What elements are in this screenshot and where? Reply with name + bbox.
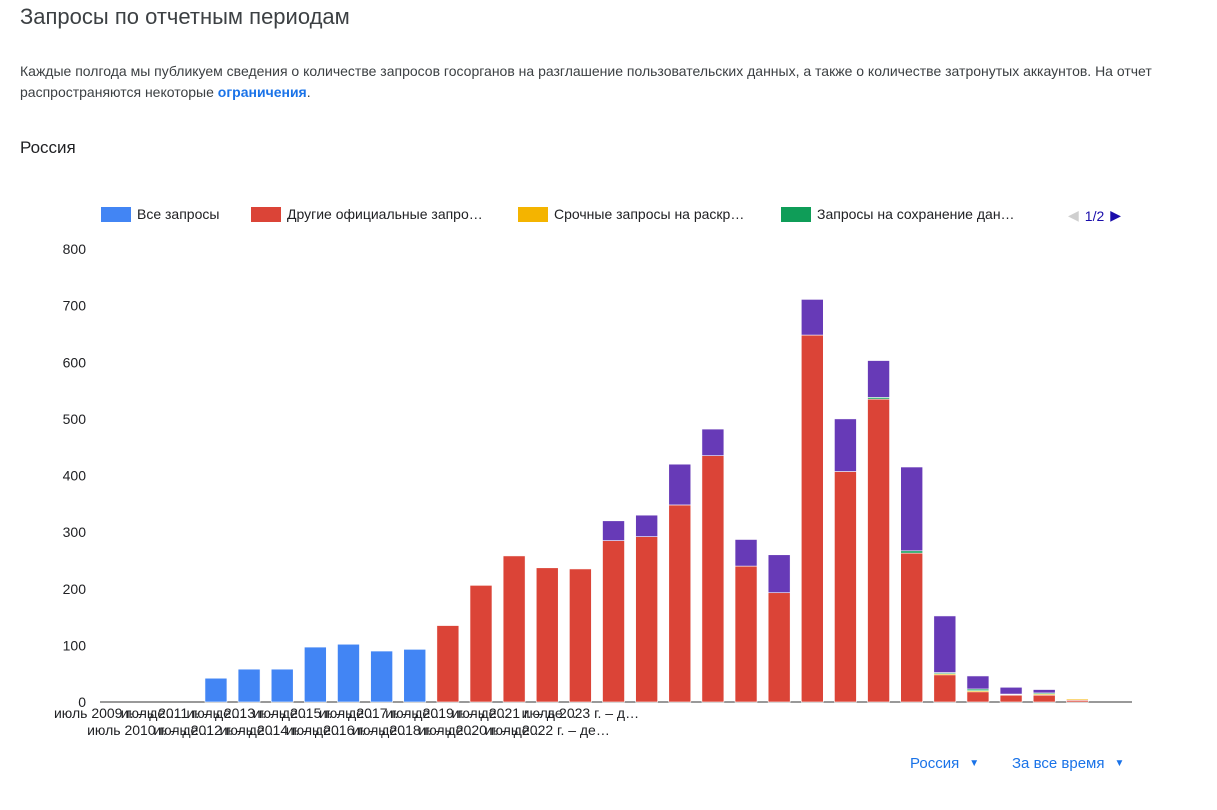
bar-segment[interactable] — [602, 520, 625, 541]
legend-swatch-all — [101, 206, 131, 222]
x-tick-label: июль 2014 г. – де… — [220, 722, 345, 738]
y-tick-label: 800 — [63, 241, 87, 257]
bar-segment[interactable] — [767, 554, 791, 594]
bar-segment[interactable] — [734, 539, 758, 567]
bar-segment[interactable] — [867, 360, 890, 398]
bar-segment[interactable] — [734, 565, 758, 703]
bar-segment[interactable] — [933, 674, 957, 703]
bar-segment[interactable] — [834, 418, 857, 472]
x-tick-label: июль 2013 г. – де… — [186, 705, 311, 721]
bar-segment[interactable] — [304, 646, 327, 703]
region-dropdown-label: Россия — [910, 755, 960, 772]
x-axis-labels: июль 2009 г. – де…июль 2011 г. – де…июль… — [54, 705, 639, 738]
chevron-down-icon: ▼ — [1114, 758, 1125, 769]
bars — [204, 299, 1089, 703]
bar-segment[interactable] — [635, 514, 658, 537]
x-tick-label: июль 2011 г. – де… — [121, 705, 245, 721]
legend-item-other-official[interactable]: Другие официальные запро… — [251, 206, 501, 222]
y-tick-label: 700 — [63, 298, 87, 314]
x-tick-label: июль 2023 г. – д… — [522, 705, 639, 721]
period-dropdown-label: За все время — [1012, 755, 1105, 772]
bar-segment[interactable] — [403, 649, 427, 703]
bar-segment[interactable] — [966, 691, 990, 703]
y-tick-label: 300 — [63, 524, 87, 540]
bar-segment[interactable] — [800, 334, 824, 703]
region-dropdown[interactable]: Россия ▼ — [910, 755, 979, 772]
bar-segment[interactable] — [1032, 689, 1056, 694]
bar-segment[interactable] — [436, 625, 460, 703]
legend-swatch-emergency — [518, 206, 548, 222]
y-tick-label: 600 — [63, 354, 87, 370]
y-tick-label: 500 — [63, 411, 87, 427]
bar-segment[interactable] — [834, 471, 857, 703]
pager-next-icon[interactable]: ▶ — [1110, 207, 1122, 223]
bar-segment[interactable] — [900, 466, 923, 552]
description-tail: . — [306, 84, 311, 100]
bar-segment[interactable] — [237, 668, 261, 703]
y-tick-label: 100 — [63, 637, 87, 653]
bar-segment[interactable] — [900, 550, 923, 554]
bar-segment[interactable] — [999, 694, 1023, 703]
bar-segment[interactable] — [867, 398, 890, 703]
x-tick-label: июль 2017 г. – де… — [319, 705, 444, 721]
bar-segment[interactable] — [635, 536, 658, 703]
bar-chart: 0 100 200 300 400 500 600 700 800 июль 2009 г. –… — [54, 241, 1132, 738]
bar-segment[interactable] — [1032, 694, 1056, 703]
pager-text: 1/2 — [1084, 207, 1105, 224]
x-tick-label: июль 2012 г. – де… — [153, 722, 278, 738]
legend-item-emergency[interactable]: Срочные запросы на раскр… — [518, 206, 768, 222]
y-tick-label: 400 — [63, 468, 87, 484]
x-tick-label: июль 2016 г. – де… — [286, 722, 411, 738]
page-title: Запросы по отчетным периодам — [20, 4, 350, 29]
bar-segment[interactable] — [535, 567, 559, 703]
legend-item-preservation[interactable]: Запросы на сохранение дан… — [781, 206, 1041, 222]
x-tick-label: июль 2009 г. – де… — [54, 705, 179, 721]
bar-segment[interactable] — [800, 299, 824, 336]
x-tick-label: июль 2019 г. – де… — [385, 705, 510, 721]
chevron-down-icon: ▼ — [969, 758, 980, 769]
region-title: Россия — [20, 138, 76, 157]
bar-segment[interactable] — [569, 568, 592, 703]
legend-swatch-preservation — [781, 206, 811, 222]
bar-segment[interactable] — [469, 585, 493, 703]
x-tick-label: июль 2015 г. – де… — [253, 705, 378, 721]
legend-item-all-requests[interactable]: Все запросы — [101, 206, 241, 222]
x-tick-label: июль 2010 г. – де… — [87, 722, 212, 738]
bar-segment[interactable] — [966, 675, 990, 690]
bar-segment[interactable] — [1066, 698, 1089, 701]
bar-segment[interactable] — [933, 615, 957, 673]
bar-segment[interactable] — [900, 552, 923, 703]
x-tick-label: июль 2021 г. – де… — [452, 705, 577, 721]
bar-segment[interactable] — [370, 650, 393, 703]
legend-swatch-other-official — [251, 206, 281, 222]
y-axis: 0 100 200 300 400 500 600 700 800 — [63, 241, 87, 710]
limitations-link[interactable]: ограничения — [217, 84, 307, 100]
bar-segment[interactable] — [701, 428, 725, 456]
bar-segment[interactable] — [337, 643, 360, 703]
x-tick-label: июль 2018 г. – де… — [352, 722, 477, 738]
bar-segment[interactable] — [701, 455, 725, 703]
bar-segment[interactable] — [767, 592, 791, 703]
legend-pager: ◀ 1/2 ▶ — [1068, 207, 1121, 224]
x-tick-label: июль 2022 г. – де… — [485, 722, 610, 738]
pager-prev-icon[interactable]: ◀ — [1068, 207, 1079, 223]
bar-segment[interactable] — [270, 668, 294, 703]
bar-segment[interactable] — [602, 540, 625, 703]
bar-segment[interactable] — [502, 555, 526, 703]
period-dropdown[interactable]: За все время ▼ — [1012, 755, 1124, 772]
bar-segment[interactable] — [668, 504, 692, 703]
bar-segment[interactable] — [204, 677, 228, 703]
y-tick-label: 0 — [78, 694, 86, 710]
bar-segment[interactable] — [999, 686, 1023, 695]
bar-segment[interactable] — [668, 463, 692, 506]
description-text: Каждые полгода мы публикуем сведения о к… — [20, 63, 1152, 100]
x-tick-label: июль 2020 г. – де… — [418, 722, 543, 738]
description: Каждые полгода мы публикуем сведения о к… — [20, 61, 1180, 103]
y-tick-label: 200 — [63, 581, 87, 597]
chart-legend: Все запросы Другие официальные запро… Ср… — [101, 206, 1141, 228]
